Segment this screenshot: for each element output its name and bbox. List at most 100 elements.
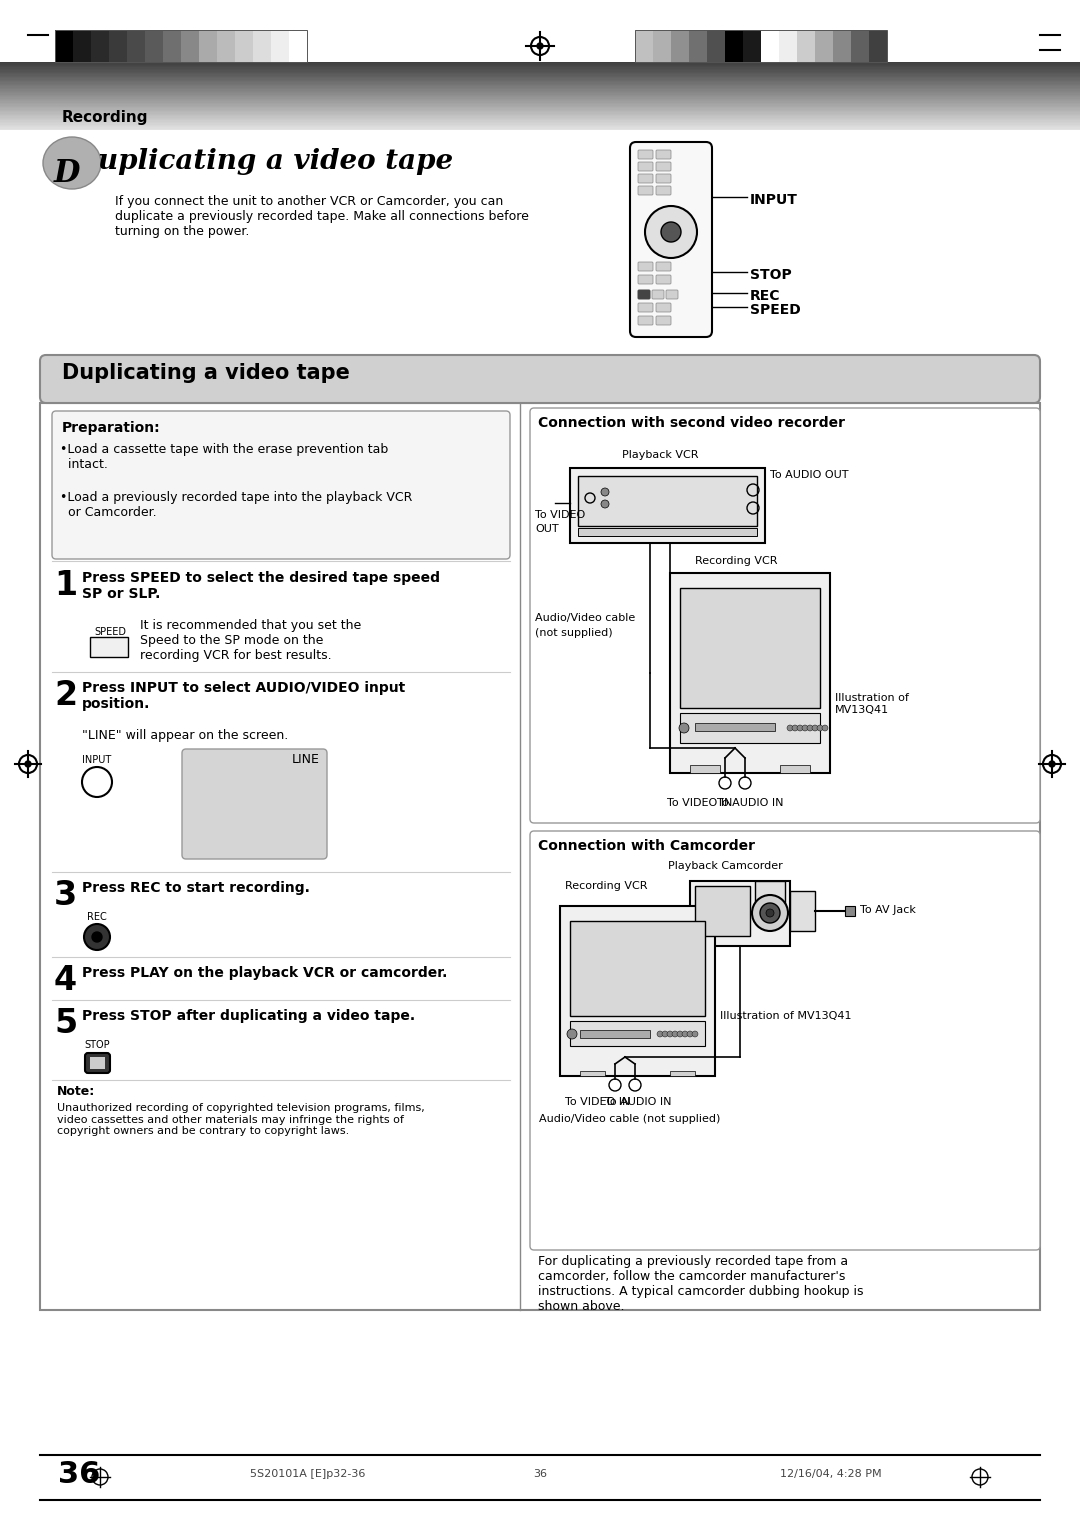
Bar [761,31,779,63]
Bar [109,31,127,63]
Bar [0,81,1080,83]
Bar [90,637,129,657]
Text: Recording VCR: Recording VCR [696,556,778,565]
Bar [815,31,833,63]
Bar [289,31,307,63]
Bar [0,99,1080,102]
Bar [671,31,689,63]
Bar [55,31,73,63]
Bar [0,79,1080,81]
Bar [580,1030,650,1038]
Bar [845,906,855,915]
FancyBboxPatch shape [183,749,327,859]
Bar [570,1021,705,1047]
Bar [0,125,1080,128]
FancyBboxPatch shape [530,831,1040,1250]
Bar [869,31,887,63]
FancyBboxPatch shape [630,142,712,338]
FancyBboxPatch shape [656,261,671,270]
Text: SPEED: SPEED [94,626,126,637]
Bar [0,63,1080,64]
Bar [0,113,1080,116]
Text: Press SPEED to select the desired tape speed
SP or SLP.: Press SPEED to select the desired tape s… [82,571,440,601]
Bar [690,766,720,773]
Bar [670,1071,696,1076]
Text: uplicating a video tape: uplicating a video tape [98,148,454,176]
Bar [0,95,1080,96]
Text: Press INPUT to select AUDIO/VIDEO input
position.: Press INPUT to select AUDIO/VIDEO input … [82,681,405,711]
Bar [743,31,761,63]
Text: To AV Jack: To AV Jack [860,905,916,915]
Bar [0,108,1080,110]
Circle shape [537,43,543,49]
Bar [0,122,1080,124]
Bar [653,31,671,63]
Circle shape [822,724,828,730]
Bar [0,118,1080,119]
Text: To VIDEO IN: To VIDEO IN [565,1097,631,1106]
Bar [0,84,1080,86]
Text: (not supplied): (not supplied) [535,628,612,639]
Bar [55,31,307,63]
Text: OUT: OUT [535,524,558,533]
Bar [0,124,1080,125]
Text: Preparation:: Preparation: [62,422,161,435]
Bar [580,1071,605,1076]
Bar [0,66,1080,67]
Ellipse shape [43,138,102,189]
Bar [0,83,1080,84]
Bar [235,31,253,63]
Text: If you connect the unit to another VCR or Camcorder, you can
duplicate a previou: If you connect the unit to another VCR o… [114,196,529,238]
Bar [0,69,1080,70]
Circle shape [661,222,681,241]
Bar [253,31,271,63]
FancyBboxPatch shape [656,162,671,171]
Bar [90,1057,105,1070]
Bar [0,92,1080,93]
Circle shape [25,761,31,767]
Bar [163,31,181,63]
Text: Audio/Video cable: Audio/Video cable [535,613,635,623]
Circle shape [787,724,793,730]
FancyBboxPatch shape [656,275,671,284]
FancyBboxPatch shape [656,186,671,196]
Bar [271,31,289,63]
Circle shape [766,909,774,917]
Bar [0,89,1080,92]
Bar [0,93,1080,95]
Bar [0,76,1080,79]
Circle shape [807,724,813,730]
FancyBboxPatch shape [638,261,653,270]
Bar [0,99,1080,101]
Text: 5: 5 [54,1007,78,1041]
Text: "LINE" will appear on the screen.: "LINE" will appear on the screen. [82,729,288,743]
Circle shape [84,924,110,950]
Bar [0,112,1080,113]
Bar [145,31,163,63]
Bar [851,31,869,63]
Bar [696,886,750,937]
Bar [680,714,820,743]
Text: LINE: LINE [292,753,320,766]
Circle shape [677,1031,683,1038]
Bar [0,73,1080,75]
Circle shape [692,1031,698,1038]
Text: To AUDIO IN: To AUDIO IN [717,798,783,808]
Text: 36: 36 [58,1459,100,1488]
Bar [0,64,1080,67]
Text: 36: 36 [534,1468,546,1479]
Text: REC: REC [750,289,781,303]
Circle shape [679,723,689,733]
Text: INPUT: INPUT [750,193,798,206]
Bar [635,31,653,63]
Bar [0,63,1080,66]
Bar [578,529,757,536]
FancyBboxPatch shape [638,290,650,299]
Bar [0,125,1080,127]
Bar [0,98,1080,99]
Text: Illustration of
MV13Q41: Illustration of MV13Q41 [835,694,909,715]
Circle shape [645,206,697,258]
Bar [755,882,785,906]
Bar [181,31,199,63]
Bar [0,90,1080,92]
